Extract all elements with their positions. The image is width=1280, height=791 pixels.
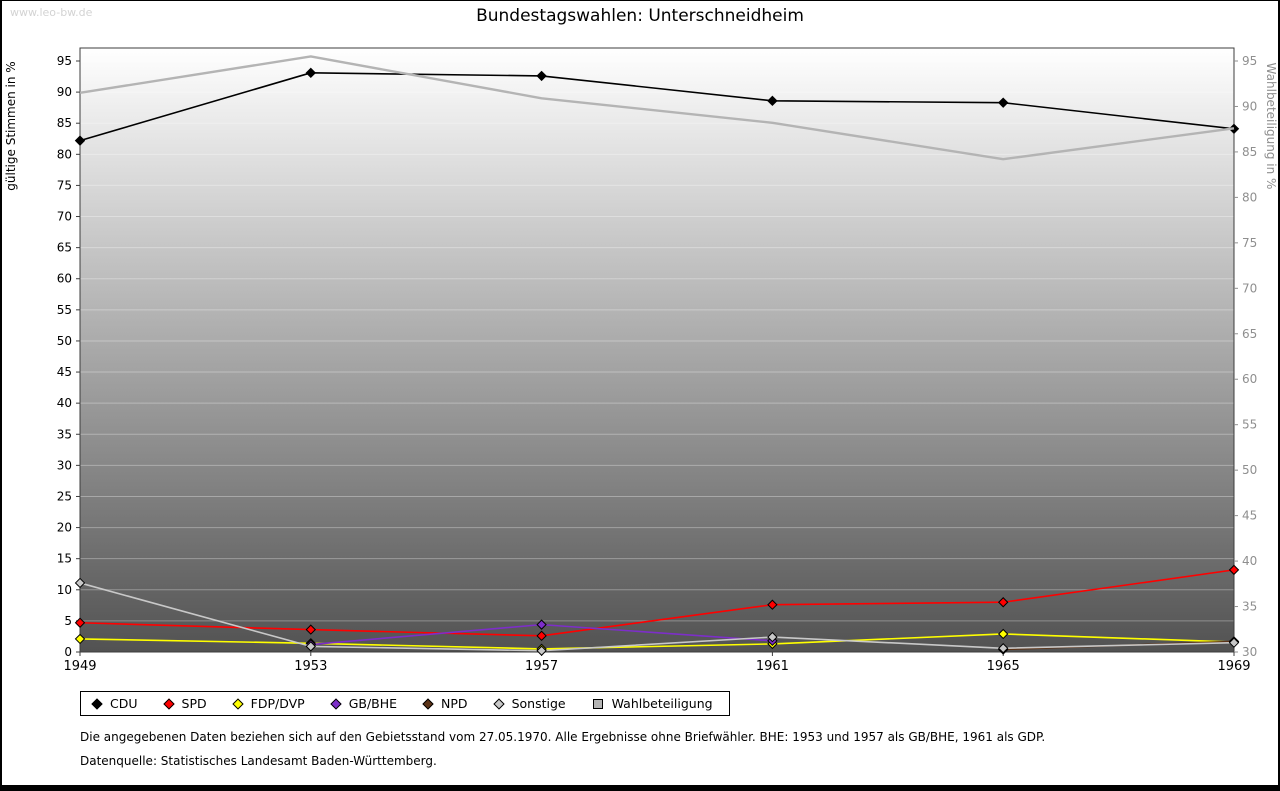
legend-item-sonstige: Sonstige bbox=[492, 696, 566, 711]
left-axis-title: gültige Stimmen in % bbox=[4, 61, 18, 190]
left-tick-label: 50 bbox=[57, 334, 72, 348]
chart-title: Bundestagswahlen: Unterschneidheim bbox=[476, 6, 804, 26]
diamond-marker-icon bbox=[231, 697, 244, 710]
chart-legend: CDU SPD FDP/DVP GB/BHE NPD Sonstige Wahlbeteil… bbox=[80, 691, 730, 716]
x-tick-label: 1957 bbox=[525, 659, 558, 674]
right-tick-label: 55 bbox=[1242, 418, 1257, 432]
legend-item-npd: NPD bbox=[422, 696, 468, 711]
diamond-marker-icon bbox=[91, 697, 103, 710]
data-point-marker bbox=[536, 630, 547, 642]
footnote-gebietsstand: Die angegebenen Daten beziehen sich auf … bbox=[80, 730, 1046, 744]
left-tick-label: 75 bbox=[57, 178, 72, 192]
x-tick-label: 1961 bbox=[756, 659, 789, 674]
legend-label: CDU bbox=[110, 696, 138, 711]
left-tick-label: 20 bbox=[57, 521, 72, 535]
left-tick-label: 80 bbox=[57, 147, 72, 161]
left-tick-label: 15 bbox=[57, 552, 72, 566]
x-tick-label: 1969 bbox=[1217, 659, 1250, 674]
left-tick-label: 25 bbox=[57, 489, 72, 503]
legend-label: Wahlbeteiligung bbox=[611, 696, 713, 711]
data-point-marker bbox=[305, 641, 317, 652]
left-tick-label: 90 bbox=[57, 85, 72, 99]
data-point-marker bbox=[536, 70, 547, 82]
data-point-marker bbox=[997, 643, 1009, 654]
legend-label: FDP/DVP bbox=[250, 696, 305, 711]
data-point-marker bbox=[997, 597, 1009, 608]
right-tick-label: 80 bbox=[1242, 190, 1257, 204]
right-tick-label: 75 bbox=[1242, 236, 1257, 250]
left-tick-label: 10 bbox=[57, 583, 72, 597]
watermark: www.leo-bw.de bbox=[10, 6, 93, 19]
data-point-marker bbox=[997, 628, 1009, 640]
plot-area bbox=[80, 48, 1234, 652]
left-tick-label: 55 bbox=[57, 303, 72, 317]
right-tick-label: 65 bbox=[1242, 327, 1257, 341]
legend-item-spd: SPD bbox=[162, 696, 207, 711]
data-point-marker bbox=[1228, 564, 1240, 576]
data-point-marker bbox=[1228, 637, 1240, 648]
right-tick-label: 50 bbox=[1242, 463, 1257, 477]
legend-item-wahlbeteiligung: Wahlbeteiligung bbox=[592, 696, 713, 711]
left-tick-label: 95 bbox=[57, 54, 72, 68]
series-cdu bbox=[74, 67, 1240, 146]
data-point-marker bbox=[74, 633, 86, 645]
series-gb-bhe bbox=[305, 619, 778, 650]
right-tick-label: 85 bbox=[1242, 145, 1257, 159]
left-tick-label: 30 bbox=[57, 458, 72, 472]
data-point-marker bbox=[74, 617, 86, 628]
footnote-datenquelle: Datenquelle: Statistisches Landesamt Bad… bbox=[80, 754, 437, 768]
left-tick-label: 35 bbox=[57, 427, 72, 441]
diamond-marker-icon bbox=[162, 697, 175, 710]
left-tick-label: 70 bbox=[57, 210, 72, 224]
legend-item-cdu: CDU bbox=[91, 696, 138, 711]
right-tick-label: 45 bbox=[1242, 509, 1257, 523]
legend-label: Sonstige bbox=[511, 696, 566, 711]
left-tick-label: 0 bbox=[64, 645, 72, 659]
right-tick-label: 30 bbox=[1242, 645, 1257, 659]
series-wahlbeteiligung bbox=[79, 55, 1235, 161]
legend-item-fdp-dvp: FDP/DVP bbox=[231, 696, 305, 711]
x-tick-label: 1953 bbox=[294, 659, 327, 674]
legend-label: NPD bbox=[441, 696, 468, 711]
series-spd bbox=[74, 564, 1240, 642]
right-tick-label: 60 bbox=[1242, 372, 1257, 386]
data-point-marker bbox=[536, 619, 547, 630]
right-tick-label: 95 bbox=[1242, 54, 1257, 68]
left-tick-label: 45 bbox=[57, 365, 72, 379]
left-tick-label: 65 bbox=[57, 241, 72, 255]
diamond-marker-icon bbox=[422, 697, 434, 710]
plot-border bbox=[79, 47, 1235, 653]
right-tick-label: 70 bbox=[1242, 281, 1257, 295]
right-tick-label: 90 bbox=[1242, 99, 1257, 113]
data-point-marker bbox=[536, 645, 547, 656]
series-sonstige bbox=[74, 577, 1240, 656]
left-tick-label: 40 bbox=[57, 396, 72, 410]
right-tick-label: 40 bbox=[1242, 554, 1257, 568]
x-tick-label: 1949 bbox=[63, 659, 96, 674]
data-point-marker bbox=[767, 631, 778, 643]
square-marker-icon bbox=[592, 698, 603, 709]
legend-label: SPD bbox=[181, 696, 207, 711]
left-tick-label: 5 bbox=[64, 614, 72, 628]
left-tick-label: 85 bbox=[57, 116, 72, 130]
x-tick-label: 1965 bbox=[987, 659, 1020, 674]
left-tick-label: 60 bbox=[57, 272, 72, 286]
data-point-marker bbox=[74, 577, 86, 589]
data-point-marker bbox=[74, 135, 86, 146]
diamond-marker-icon bbox=[492, 697, 505, 710]
data-point-marker bbox=[767, 95, 778, 107]
data-point-marker bbox=[305, 624, 317, 635]
data-point-marker bbox=[997, 97, 1009, 108]
legend-label: GB/BHE bbox=[348, 696, 398, 711]
diamond-marker-icon bbox=[330, 697, 342, 710]
right-axis-title: Wahlbeteiligung in % bbox=[1264, 63, 1278, 190]
data-point-marker bbox=[305, 67, 317, 79]
election-line-chart: gültige Stimmen in % Wahlbeteiligung in … bbox=[4, 47, 1278, 674]
right-tick-label: 35 bbox=[1242, 600, 1257, 614]
data-point-marker bbox=[767, 599, 778, 610]
legend-item-gb-bhe: GB/BHE bbox=[330, 696, 398, 711]
